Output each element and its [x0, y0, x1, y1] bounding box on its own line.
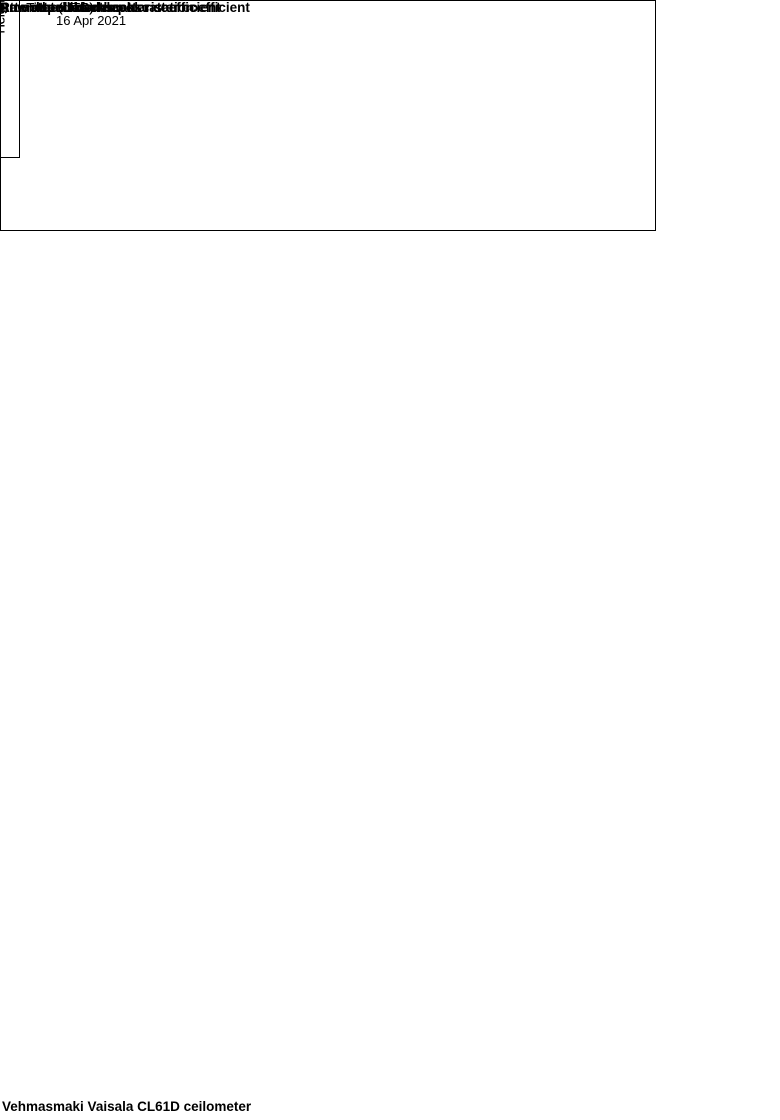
panel-4-title: Smoothed lidar depolarisation — [0, 0, 195, 15]
station-label: Vehmasmaki Vaisala CL61D ceilometer — [2, 1099, 252, 1114]
panel-4-colorbar-canvas — [0, 0, 20, 158]
panel-4-x-axis-label: Time (UTC) — [26, 0, 94, 15]
panel-4-heatmap-canvas — [0, 0, 656, 231]
